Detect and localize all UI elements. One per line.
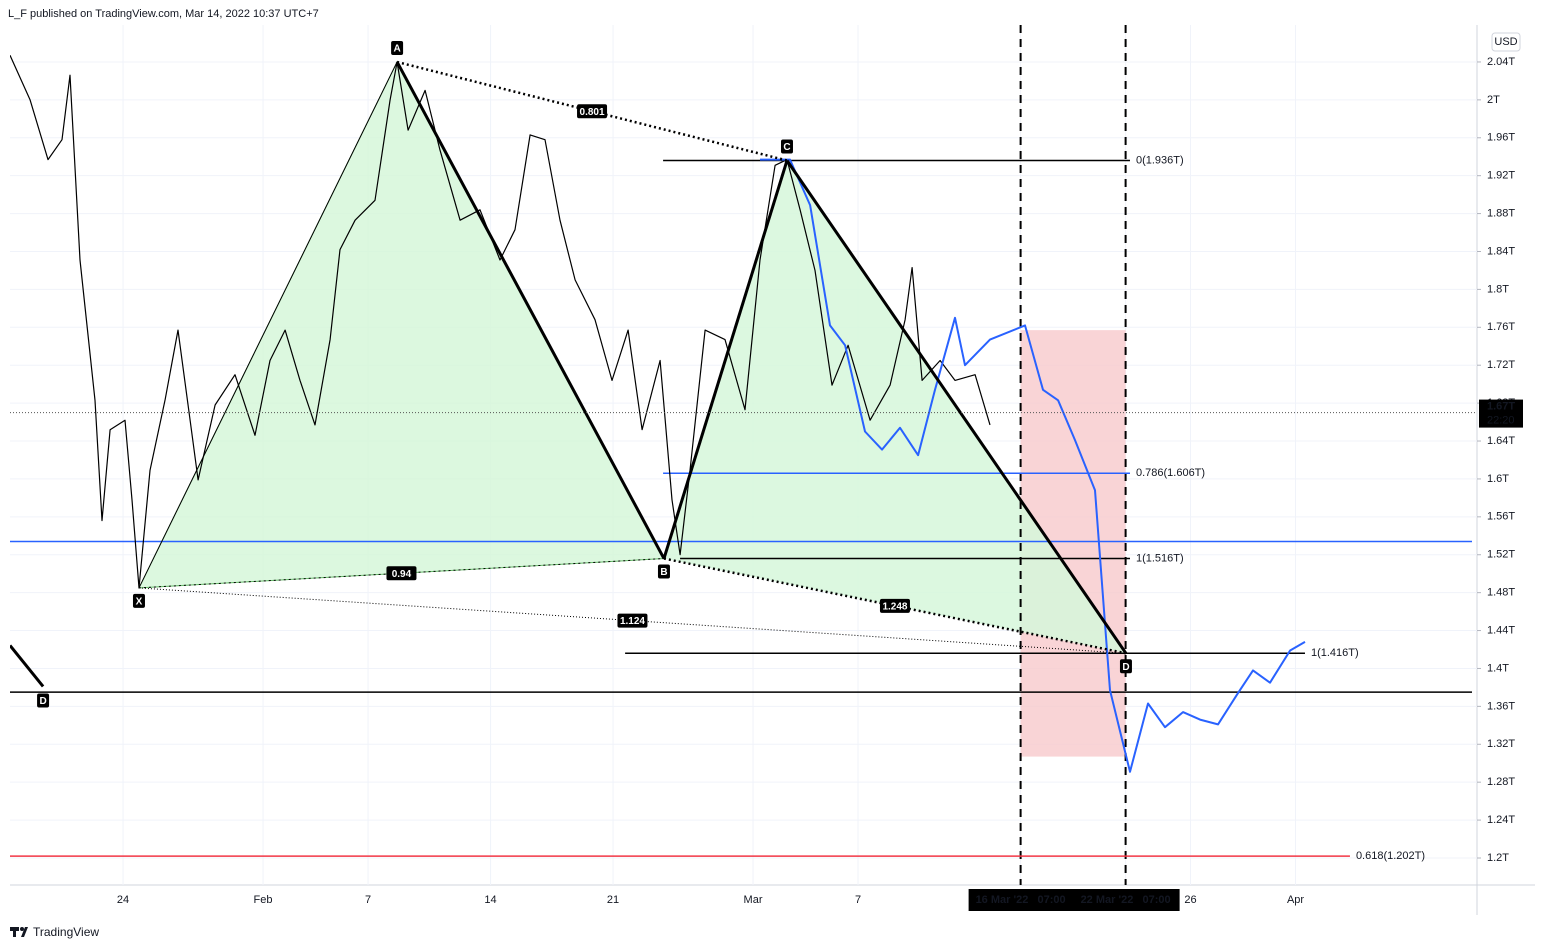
x-tick-label: Feb (254, 894, 273, 906)
point-label-box (657, 564, 670, 579)
point-label-box (37, 693, 50, 708)
currency[interactable]: USD (1494, 36, 1517, 48)
x-tick-label: 24 (117, 894, 129, 906)
y-tick-label: 1.84T (1487, 245, 1515, 257)
pattern-leg (395, 61, 666, 560)
point-label: D (39, 696, 46, 707)
y-tick-label: 1.52T (1487, 549, 1515, 561)
y-tick-label: 2.04T (1487, 56, 1515, 68)
pattern-leg (662, 160, 789, 559)
last-price-box (1479, 399, 1523, 428)
x-tick-label: 7 (365, 894, 371, 906)
prior-leg (10, 644, 45, 688)
y-tick-label: 1.56T (1487, 511, 1515, 523)
point-label: X (136, 597, 143, 608)
pattern-fill (663, 160, 1126, 654)
y-tick-label: 1.8T (1487, 283, 1509, 295)
logo (10, 927, 28, 937)
y-tick-label: 1.44T (1487, 624, 1515, 636)
ratio-label-box (577, 104, 608, 119)
header: L_F published on TradingView.com, Mar 14… (8, 8, 319, 20)
pattern-leg (785, 159, 1128, 655)
fib-label: 1(1.516T) (1136, 552, 1184, 564)
point-label: A (393, 44, 400, 55)
y-tick-label: 1.4T (1487, 662, 1509, 674)
ratio-label-box (386, 566, 417, 581)
x-tick-highlight (1073, 889, 1180, 911)
y-tick-label: 1.88T (1487, 207, 1515, 219)
y-tick-label: 1.36T (1487, 700, 1515, 712)
y-tick-label: 1.24T (1487, 814, 1515, 826)
currency-box[interactable] (1491, 32, 1521, 52)
fib-label: 0.786(1.606T) (1136, 467, 1205, 479)
y-tick-label: 1.72T (1487, 359, 1515, 371)
projection-line (760, 158, 1306, 773)
fib-label: 0(1.936T) (1136, 154, 1184, 166)
y-tick-label: 1.2T (1487, 852, 1509, 864)
y-tick-label: 2T (1487, 94, 1500, 106)
point-label: C (783, 142, 790, 153)
x-tick-label: 7 (855, 894, 861, 906)
y-tick-label: 1.32T (1487, 738, 1515, 750)
y-tick-label: 1.76T (1487, 321, 1515, 333)
point-label-box (1119, 659, 1132, 674)
footer: TradingView (33, 925, 99, 939)
y-tick-label: 1.92T (1487, 170, 1515, 182)
x-tick-label: 16 Mar '22 07:00 (976, 894, 1066, 906)
point-label: B (660, 567, 667, 578)
point-label-box (780, 139, 793, 154)
x-tick-label: 21 (607, 894, 619, 906)
ratio-label: 0.801 (580, 107, 605, 118)
x-tick-label: Apr (1287, 894, 1304, 906)
x-tick-label: 22 Mar '22 07:00 (1081, 894, 1171, 906)
ratio-label: 1.124 (620, 616, 645, 627)
point-label: D (1122, 662, 1129, 673)
y-tick-label: 1.96T (1487, 132, 1515, 144)
point-label-box (132, 593, 145, 608)
ratio-label: 1.248 (882, 602, 907, 613)
plot-area: 0(1.936T) 0.786(1.606T) 1(1.516T) 1(1.416T)… (10, 25, 1477, 885)
x-tick-label: 14 (484, 894, 496, 906)
ratio-label-box (879, 598, 910, 613)
y-tick-label: 1.48T (1487, 587, 1515, 599)
y-tick-label: 1.28T (1487, 776, 1515, 788)
y-tick-label: 1.6T (1487, 473, 1509, 485)
pattern-leg (138, 61, 398, 589)
last-price-label: 1.67T (1487, 400, 1515, 412)
countdown: 22:20 (1487, 414, 1515, 426)
ratio-label-box (617, 613, 648, 628)
x-tick-highlight (968, 889, 1075, 911)
price-line (10, 55, 991, 589)
x-tick-label: Mar (744, 894, 763, 906)
y-tick-label: 1.64T (1487, 435, 1515, 447)
fib-label: 1(1.416T) (1311, 647, 1359, 659)
point-label-box (391, 40, 404, 55)
fib-label: 0.618(1.202T) (1356, 850, 1425, 862)
ratio-label: 0.94 (392, 569, 412, 580)
x-tick-label: 26 (1184, 894, 1196, 906)
